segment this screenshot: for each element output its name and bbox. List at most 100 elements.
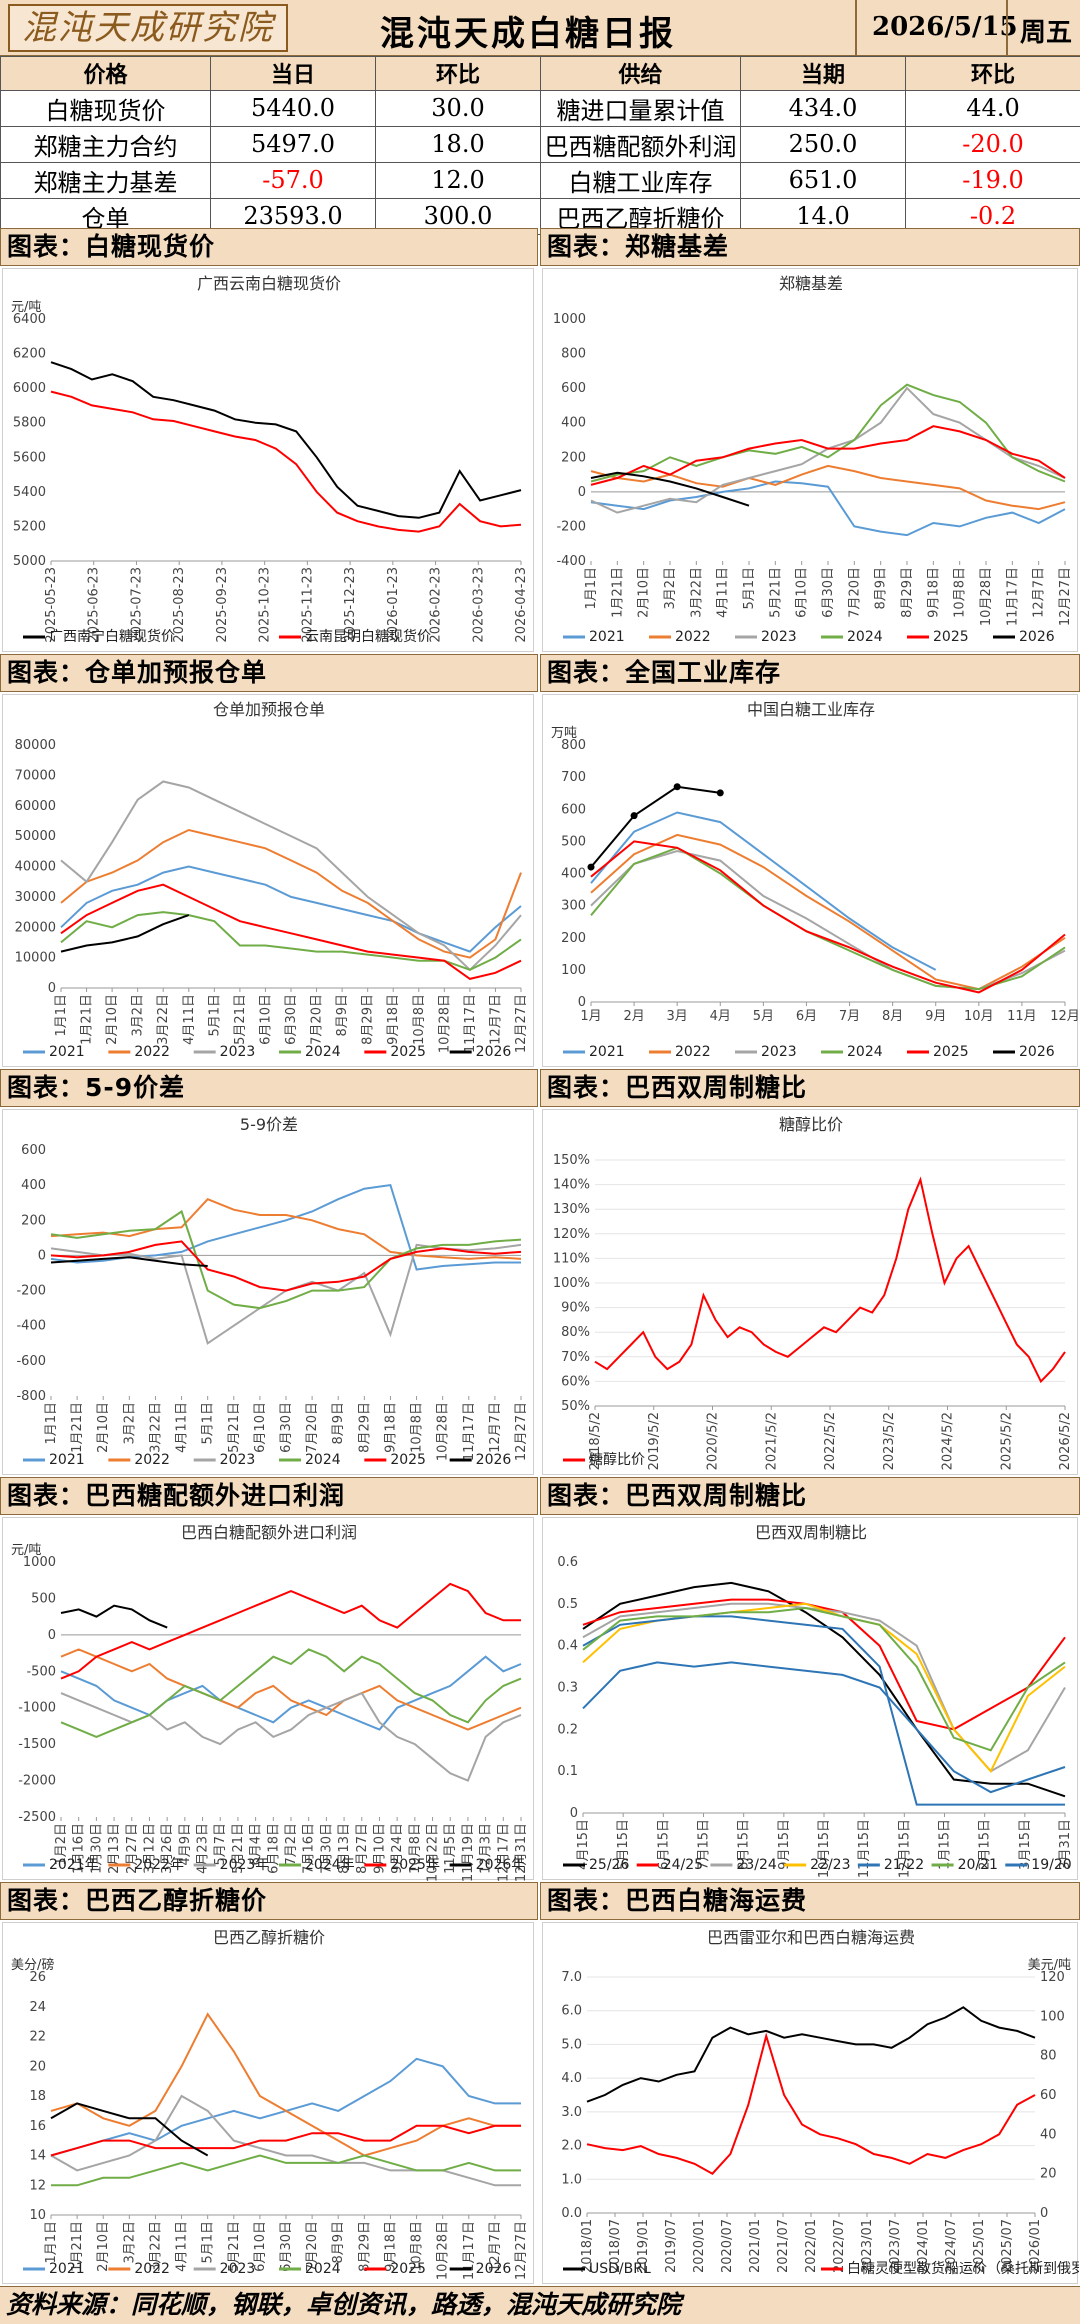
x-tick-label: 1月21日	[70, 2221, 85, 2272]
y-tick-label: 300	[561, 899, 586, 914]
series-line-2025	[50, 2124, 521, 2157]
y2-tick-label: 120	[1040, 1970, 1065, 1985]
series-line-2021	[60, 865, 522, 953]
legend-label: 2024	[847, 1044, 883, 1060]
x-tick-label: 2019/5/2	[647, 1412, 662, 1470]
y-tick-label: -400	[16, 1319, 46, 1334]
x-tick-label: 6月18日	[266, 1823, 281, 1874]
series-line-白糖灵便型散货船运价（桑托斯到俄罗斯黑海，右轴）	[586, 2032, 1036, 2175]
y-tick-label: 150%	[553, 1153, 590, 1168]
y-tick-label: 400	[561, 867, 586, 882]
x-tick-label: 8月15日	[737, 1819, 752, 1870]
legend-label: 2023	[220, 2261, 256, 2277]
y-tick-label: 200	[21, 1213, 46, 1228]
x-tick-label: 12月27日	[514, 2221, 529, 2280]
x-tick-label: 7月15日	[697, 1819, 712, 1870]
x-tick-label: 2月10日	[96, 2221, 111, 2272]
y-tick-label: -600	[16, 1354, 46, 1369]
x-tick-label: 4月11日	[175, 1402, 190, 1453]
report-weekday: 周五	[1020, 18, 1073, 48]
legend-label: 2025	[933, 1044, 969, 1060]
series-line-2025	[60, 883, 522, 980]
y-axis-unit: 元/吨	[11, 1543, 41, 1558]
legend-label: 2022	[675, 1044, 711, 1060]
x-tick-label: 8月29日	[357, 1402, 372, 1453]
x-tick-label: 2025-10-23	[258, 567, 273, 643]
header: 混沌天成研究院 混沌天成白糖日报 2026/5/15 周五	[0, 0, 1080, 56]
series-line-2024	[51, 2154, 521, 2187]
x-tick-label: 10月8日	[408, 1823, 423, 1874]
chart-title: 仓单加预报仓单	[213, 700, 325, 719]
x-tick-label: 7月20日	[847, 567, 862, 618]
section-title: 图表：巴西糖配额外进口利润	[0, 1477, 538, 1515]
chart-title: 巴西双周制糖比	[755, 1523, 867, 1542]
y-tick-label: 5000	[13, 554, 46, 569]
legend-label: 2023	[761, 629, 797, 645]
x-tick-label: 6月30日	[279, 1402, 294, 1453]
table-cell: 郑糖主力基差	[0, 161, 211, 199]
series-line-19/20	[582, 1661, 1066, 1794]
y-tick-label: 100	[561, 963, 586, 978]
table-row: 郑糖主力基差 -57.0 12.0 白糖工业库存 651.0 -19.0	[0, 161, 1080, 199]
legend-label: 2023年	[220, 1857, 270, 1873]
y-tick-label: 0.0	[561, 2206, 582, 2221]
table-cell: -19.0	[905, 161, 1080, 199]
report-title: 混沌天成白糖日报	[380, 14, 676, 54]
x-tick-label: 10月	[964, 1009, 994, 1024]
legend-label: 2021	[49, 1044, 85, 1060]
table-cell: 44.0	[905, 89, 1080, 127]
x-tick-label: 2020/01	[692, 2219, 707, 2273]
series-line-25/26	[582, 1581, 1066, 1798]
chart-5-9-spread: 5-9价差 -800 -600 -400 -200 0 200 400 600 1月1日 1月21日…	[2, 1109, 534, 1475]
table-cell: -57.0	[210, 161, 376, 199]
y-tick-label: 5400	[13, 485, 46, 500]
x-tick-label: 1月1日	[54, 994, 69, 1037]
series-line-糖醇比价	[594, 1176, 1066, 1384]
x-tick-label: 12月27日	[1058, 567, 1073, 626]
y-axis-unit-right: 美元/吨	[1028, 1958, 1071, 1973]
y-tick-label: -800	[16, 1389, 46, 1404]
chart-title: 巴西乙醇折糖价	[213, 1928, 325, 1947]
chart-sugar-mix: 巴西双周制糖比 0 0.1 0.2 0.3 0.4 0.5 0.6 4月15日 5月15日 6月15…	[542, 1517, 1078, 1880]
x-tick-label: 2024/01	[916, 2219, 931, 2273]
y-tick-label: 400	[21, 1178, 46, 1193]
x-tick-label: 5月1日	[742, 567, 757, 610]
x-tick-label: 12月3日	[479, 1823, 494, 1874]
x-tick-label: 2024/07	[944, 2219, 959, 2273]
series-line-2021	[590, 811, 937, 971]
x-tick-label: 12月27日	[514, 994, 529, 1053]
x-tick-label: 10月28日	[979, 567, 994, 626]
x-tick-label: 2月	[623, 1009, 644, 1024]
y-tick-label: -200	[16, 1284, 46, 1299]
x-tick-label: 10月8日	[412, 994, 427, 1045]
x-tick-label: 8月13日	[337, 1823, 352, 1874]
x-tick-label: 8月29日	[361, 994, 376, 1045]
y-tick-label: 20000	[15, 920, 56, 935]
y-tick-label: 1000	[553, 312, 586, 327]
y-tick-label: 70000	[15, 768, 56, 783]
x-tick-label: 2026/01	[1028, 2219, 1043, 2273]
x-tick-label: 1月1日	[584, 567, 599, 610]
x-tick-label: 10月8日	[410, 2221, 425, 2272]
x-tick-label: 1月21日	[70, 1402, 85, 1453]
col-header: 供给	[540, 56, 741, 91]
legend-label: 2024	[847, 629, 883, 645]
y-tick-label: 14	[29, 2149, 46, 2164]
table-cell: 郑糖主力合约	[0, 125, 211, 163]
series-line-2026年	[60, 1604, 168, 1629]
chart-basis: 郑糖基差 -400 -200 0 200 400 600 800 1000 1月1日 1月21日 2月…	[542, 268, 1078, 652]
y-tick-label: 500	[31, 1591, 56, 1606]
y-tick-label: 0.6	[557, 1555, 578, 1570]
x-tick-label: 3月2日	[122, 1402, 137, 1445]
x-tick-label: 2024/5/2	[941, 1412, 956, 1470]
legend-label: 2022	[675, 629, 711, 645]
legend-label: 2026	[476, 2261, 512, 2277]
x-tick-label: 6月10日	[253, 2221, 268, 2272]
x-tick-label: 2025-08-23	[172, 567, 187, 643]
series-point	[587, 863, 595, 871]
x-tick-label: 2022/5/2	[823, 1412, 838, 1470]
series-line-21/22	[582, 1615, 1065, 1806]
x-tick-label: 2021/07	[776, 2219, 791, 2273]
x-tick-label: 8月9日	[331, 1402, 346, 1445]
x-tick-label: 10月28日	[437, 994, 452, 1053]
